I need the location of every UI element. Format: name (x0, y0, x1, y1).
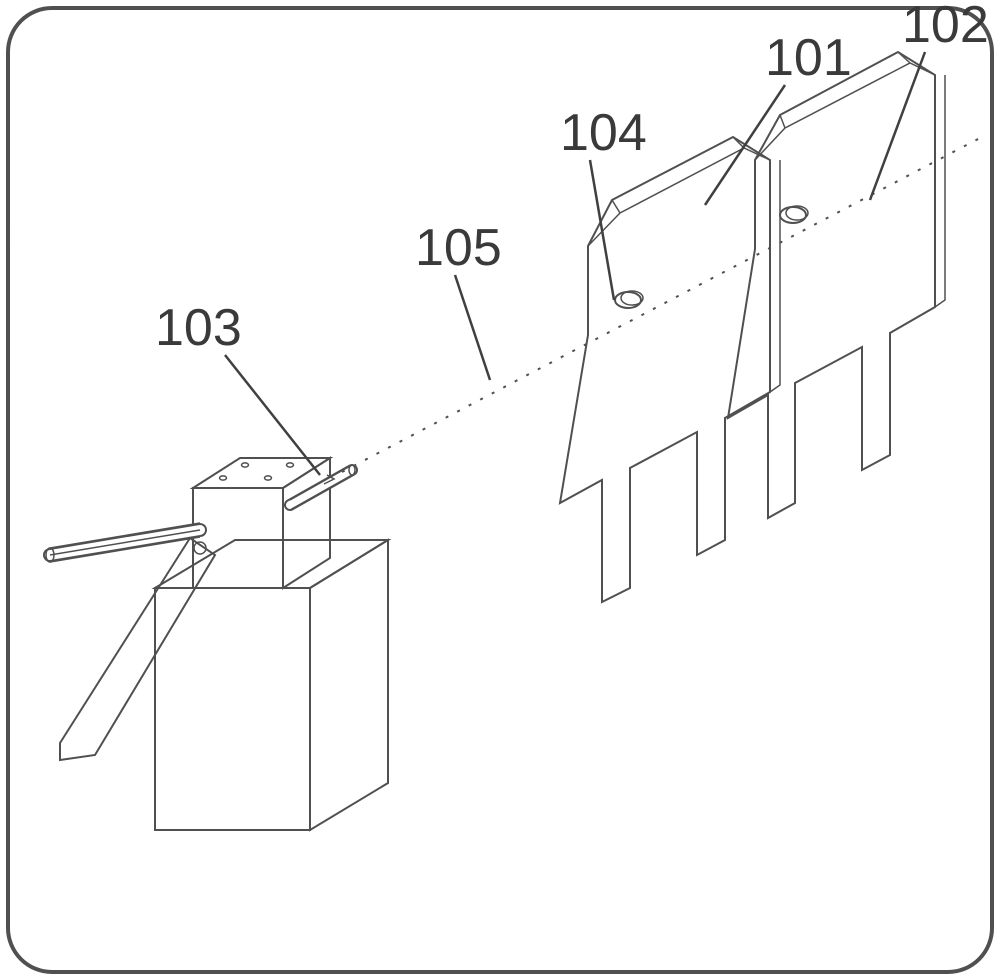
leader-104 (590, 160, 614, 300)
bolt-hole-1 (265, 476, 272, 480)
label-102: 102 (902, 0, 989, 54)
laser-axis (342, 138, 980, 472)
base-block-top (155, 540, 388, 588)
plate-101 (560, 137, 780, 602)
base-block-front (155, 588, 310, 830)
plate-102-hole (780, 207, 806, 223)
label-103: 103 (155, 299, 242, 357)
bolt-hole-2 (287, 463, 294, 467)
handle-lever (60, 538, 215, 760)
leader-105 (455, 275, 490, 380)
plate-101-hole (615, 292, 641, 308)
top-block-front (193, 488, 283, 588)
part-labels: 101 102 103 104 105 (155, 0, 989, 357)
label-105: 105 (415, 219, 502, 277)
leader-102 (870, 52, 925, 200)
top-block-side (283, 458, 330, 588)
label-104: 104 (560, 104, 647, 162)
bolt-hole-3 (242, 463, 249, 467)
bolt-hole-0 (220, 476, 227, 480)
diagram-geometry (46, 52, 980, 830)
label-101: 101 (765, 29, 852, 87)
base-block-side (310, 540, 388, 830)
